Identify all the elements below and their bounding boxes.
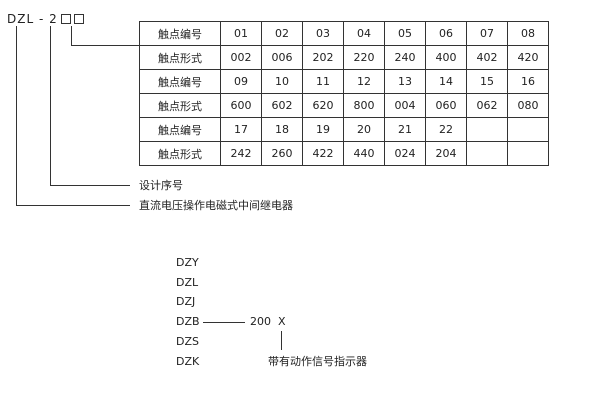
table-cell [466, 141, 508, 166]
table-cell: 800 [343, 93, 385, 118]
placeholder-box [60, 14, 71, 24]
variant-model: DZB [176, 315, 200, 328]
table-cell: 21 [384, 117, 426, 142]
connector-line [50, 26, 51, 186]
model-prefix: DZL [7, 12, 35, 26]
connector-line [50, 185, 130, 186]
table-cell: 22 [425, 117, 467, 142]
connector-line [71, 26, 72, 46]
variant-model: DZJ [176, 295, 196, 308]
model-series: 2 [49, 12, 58, 26]
table-cell: 20 [343, 117, 385, 142]
table-cell: 422 [302, 141, 344, 166]
table-cell: 07 [466, 21, 508, 46]
model-code: DZL - 2 [7, 12, 84, 26]
table-row: 触点编号 01 02 03 04 05 06 07 08 [139, 21, 549, 46]
table-cell: 006 [261, 45, 303, 70]
table-cell: 220 [343, 45, 385, 70]
table-cell: 620 [302, 93, 344, 118]
connector-line [71, 45, 139, 46]
variant-model: DZS [176, 335, 199, 348]
table-cell: 080 [507, 93, 549, 118]
row-label: 触点编号 [139, 117, 221, 142]
table-cell: 402 [466, 45, 508, 70]
table-cell: 18 [261, 117, 303, 142]
table-row: 触点形式 242 260 422 440 024 204 [139, 141, 549, 166]
suffix-letter: X [278, 315, 286, 328]
table-cell: 440 [343, 141, 385, 166]
table-cell: 004 [384, 93, 426, 118]
table-row: 触点形式 600 602 620 800 004 060 062 080 [139, 93, 549, 118]
table-cell: 024 [384, 141, 426, 166]
table-row: 触点编号 17 18 19 20 21 22 [139, 117, 549, 142]
table-cell: 240 [384, 45, 426, 70]
table-cell: 14 [425, 69, 467, 94]
table-cell: 17 [220, 117, 262, 142]
table-cell: 03 [302, 21, 344, 46]
table-cell: 242 [220, 141, 262, 166]
placeholder-box [73, 14, 84, 24]
table-cell: 002 [220, 45, 262, 70]
row-label: 触点编号 [139, 21, 221, 46]
table-cell: 12 [343, 69, 385, 94]
suffix-label: 带有动作信号指示器 [268, 355, 367, 368]
table-cell: 420 [507, 45, 549, 70]
variant-model: DZY [176, 256, 199, 269]
table-cell: 602 [261, 93, 303, 118]
table-cell: 02 [261, 21, 303, 46]
table-cell: 04 [343, 21, 385, 46]
table-cell: 11 [302, 69, 344, 94]
table-cell: 202 [302, 45, 344, 70]
table-cell: 08 [507, 21, 549, 46]
table-cell: 060 [425, 93, 467, 118]
table-cell: 062 [466, 93, 508, 118]
row-label: 触点形式 [139, 45, 221, 70]
table-cell: 01 [220, 21, 262, 46]
connector-line [203, 322, 245, 323]
suffix-number: 200 [250, 315, 271, 328]
table-cell: 400 [425, 45, 467, 70]
table-row: 触点形式 002 006 202 220 240 400 402 420 [139, 45, 549, 70]
table-cell: 15 [466, 69, 508, 94]
row-label: 触点形式 [139, 141, 221, 166]
table-cell: 16 [507, 69, 549, 94]
table-cell: 204 [425, 141, 467, 166]
row-label: 触点形式 [139, 93, 221, 118]
table-cell: 05 [384, 21, 426, 46]
table-cell: 09 [220, 69, 262, 94]
connector-line [16, 26, 17, 206]
design-number-label: 设计序号 [139, 179, 183, 192]
table-cell: 10 [261, 69, 303, 94]
table-row: 触点编号 09 10 11 12 13 14 15 16 [139, 69, 549, 94]
table-cell: 600 [220, 93, 262, 118]
variant-model: DZK [176, 355, 200, 368]
table-cell [507, 117, 549, 142]
table-cell: 260 [261, 141, 303, 166]
variant-model: DZL [176, 276, 199, 289]
table-cell [507, 141, 549, 166]
table-cell: 19 [302, 117, 344, 142]
contact-table: 触点编号 01 02 03 04 05 06 07 08 触点形式 002 006 202 220 240 4… [139, 21, 549, 166]
connector-line [281, 331, 282, 350]
model-dash: - [38, 12, 45, 26]
connector-line [16, 205, 130, 206]
table-cell: 06 [425, 21, 467, 46]
relay-type-label: 直流电压操作电磁式中间继电器 [139, 199, 293, 212]
table-cell: 13 [384, 69, 426, 94]
row-label: 触点编号 [139, 69, 221, 94]
table-cell [466, 117, 508, 142]
